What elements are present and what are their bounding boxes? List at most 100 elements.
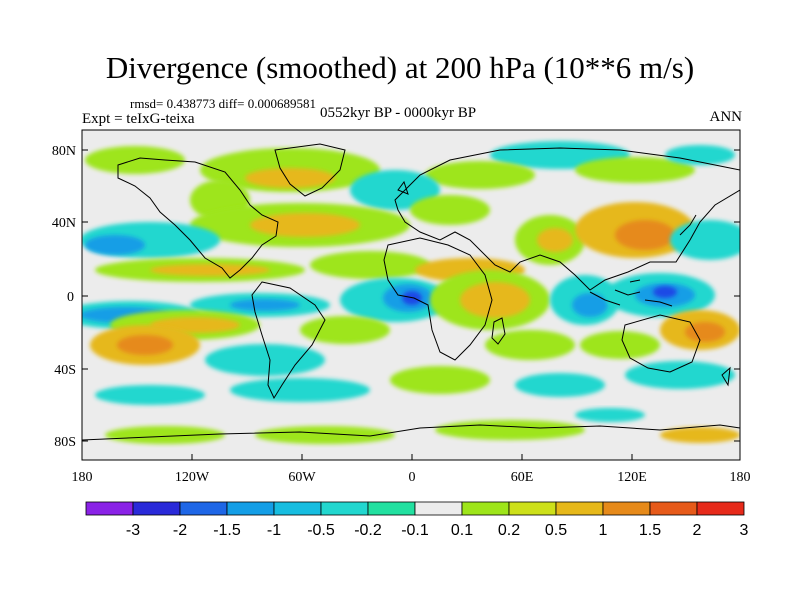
lat-tick-marks <box>82 149 740 442</box>
colorbar-swatch <box>132 501 181 516</box>
field-region <box>665 145 735 165</box>
colorbar-swatch <box>273 501 322 516</box>
field-region <box>105 426 225 444</box>
colorbar: -3 -2 -1.5 -1 -0.5 -0.2 -0.1 0.1 0.2 0.5 1 1.5 2 3 <box>85 501 749 539</box>
lat-tick-labels: 80N 40N 0 40S 80S <box>52 144 76 450</box>
field-region <box>537 228 573 252</box>
coastlines <box>82 143 740 441</box>
colorbar-swatch <box>602 501 651 516</box>
field-region <box>580 331 660 359</box>
lon-label-120e: 120E <box>617 470 647 485</box>
coastline-eurasia <box>394 147 740 291</box>
field-region <box>435 420 585 440</box>
field-region <box>205 344 325 376</box>
lat-label-80s: 80S <box>54 435 76 450</box>
colorbar-label: 2 <box>693 522 702 539</box>
colorbar-label: -0.2 <box>354 522 382 539</box>
colorbar-label: 3 <box>740 522 749 539</box>
lon-label-120w: 120W <box>175 470 210 485</box>
field-region <box>85 235 145 255</box>
field-region <box>350 170 440 210</box>
coastline-antarctica <box>82 424 740 441</box>
coastline-south-america <box>251 281 326 400</box>
colorbar-swatch <box>461 501 510 516</box>
lon-tick-marks <box>81 454 741 460</box>
colorbar-label: -2 <box>173 522 187 539</box>
plot-title: Divergence (smoothed) at 200 hPa (10**6 … <box>105 50 695 85</box>
field-region <box>670 220 740 260</box>
lon-label-60e: 60E <box>511 470 534 485</box>
colorbar-label: -0.1 <box>401 522 429 539</box>
lat-label-equator: 0 <box>67 290 74 305</box>
period-label: 0552kyr BP - 0000kyr BP <box>320 105 477 121</box>
lat-label-40s: 40S <box>54 363 76 378</box>
season-label: ANN <box>709 109 743 125</box>
field-region <box>95 385 205 405</box>
colorbar-swatch <box>85 501 134 516</box>
colorbar-label: -1.5 <box>213 522 241 539</box>
field-region <box>685 322 725 342</box>
field-region <box>250 213 360 237</box>
colorbar-labels: -3 -2 -1.5 -1 -0.5 -0.2 -0.1 0.1 0.2 0.5 1 1.5 2 3 <box>126 522 749 539</box>
colorbar-swatch <box>696 501 745 516</box>
lon-label-0: 0 <box>409 470 416 485</box>
field-region <box>255 426 395 444</box>
colorbar-label: 0.1 <box>451 522 473 539</box>
coastline-madagascar <box>491 317 506 345</box>
map-frame <box>81 129 741 461</box>
colorbar-swatches <box>85 501 745 516</box>
colorbar-label: 0.5 <box>545 522 567 539</box>
colorbar-swatch <box>320 501 369 516</box>
field-region <box>310 251 430 279</box>
field-region <box>300 316 390 344</box>
field-region <box>653 286 677 298</box>
field-region <box>410 195 490 225</box>
coastline-australia <box>621 314 701 373</box>
coastline-africa <box>383 237 493 361</box>
field-region <box>245 168 335 188</box>
lat-label-80n: 80N <box>52 144 76 159</box>
lat-label-40n: 40N <box>52 216 76 231</box>
field-region <box>660 427 740 443</box>
field-region <box>615 220 675 250</box>
coastline-uk <box>397 180 409 195</box>
lon-label-180w: 180 <box>72 470 93 485</box>
coastline-indonesia <box>589 279 673 307</box>
colorbar-swatch <box>414 501 463 516</box>
experiment-label: Expt = teIxG-teixa <box>82 111 195 127</box>
field-region <box>117 335 173 355</box>
field-region <box>485 330 575 360</box>
colorbar-label: 1 <box>599 522 608 539</box>
field-region <box>575 408 645 422</box>
colorbar-swatch <box>226 501 275 516</box>
colorbar-label: -3 <box>126 522 140 539</box>
colorbar-label: -0.5 <box>307 522 335 539</box>
field-region <box>230 299 300 311</box>
colorbar-swatch <box>179 501 228 516</box>
colorbar-swatch <box>649 501 698 516</box>
colorbar-swatch <box>367 501 416 516</box>
field-region <box>515 373 605 397</box>
coastline-north-america <box>117 157 279 279</box>
lon-label-60w: 60W <box>288 470 316 485</box>
colorbar-swatch <box>508 501 557 516</box>
lon-tick-labels: 180 120W 60W 0 60E 120E 180 <box>72 470 751 485</box>
coastline-greenland <box>274 143 346 197</box>
field-region <box>230 378 370 402</box>
stats-text: rmsd= 0.438773 diff= 0.000689581 <box>130 96 316 111</box>
field-region <box>575 157 695 183</box>
lon-label-180e: 180 <box>730 470 751 485</box>
colorbar-swatch <box>555 501 604 516</box>
field-region <box>425 161 535 189</box>
field-region <box>150 264 270 276</box>
field-region <box>572 293 608 317</box>
coastline-new-zealand <box>721 366 731 387</box>
colorbar-label: -1 <box>267 522 281 539</box>
colorbar-label: 0.2 <box>498 522 520 539</box>
field-region <box>390 366 490 394</box>
coastline-japan <box>679 214 697 236</box>
map-panel <box>82 130 740 460</box>
colorbar-label: 1.5 <box>639 522 661 539</box>
field-region <box>460 282 530 318</box>
